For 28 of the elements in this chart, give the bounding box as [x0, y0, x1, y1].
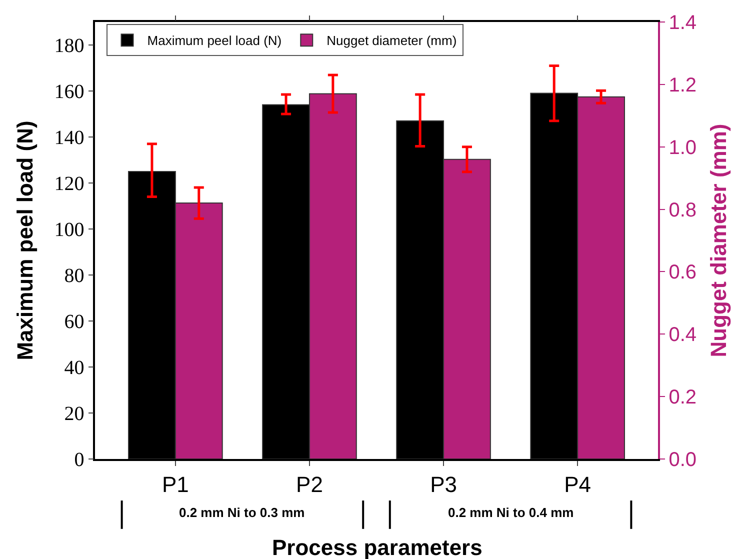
- y-tick-label: 0: [74, 449, 84, 471]
- y2-tick-label: 0.4: [668, 324, 697, 346]
- text: 0.2 mm Ni to 0.4 mm: [448, 505, 574, 520]
- y2-tick-label: 1.4: [668, 12, 697, 34]
- y2-tick-label: 0.8: [668, 199, 697, 222]
- y2-axis-title: Nugget diameter (mm): [706, 124, 731, 358]
- y-tick-label: 20: [64, 403, 84, 425]
- legend-label: Maximum peel load (N): [147, 33, 282, 48]
- y2-tick-label: 1.0: [668, 136, 697, 159]
- y2-tick-label: 0.6: [668, 262, 697, 284]
- legend-label: Nugget diameter (mm): [326, 33, 457, 48]
- y2-tick-label: 1.2: [668, 74, 697, 96]
- y-tick-label: 60: [64, 311, 84, 333]
- y-axis-title: Maximum peel load (N): [12, 120, 38, 360]
- y2-tick-label: 0.2: [668, 386, 697, 409]
- text: 0.2 mm Ni to 0.3 mm: [179, 505, 305, 520]
- y-tick-label: 40: [64, 357, 84, 379]
- y-tick-label: 140: [54, 127, 84, 149]
- x-tick-label: P4: [564, 472, 592, 498]
- x-tick-label: P2: [296, 472, 323, 498]
- y-tick-label: 100: [54, 219, 84, 241]
- y2-tick-label: 0.0: [668, 449, 697, 471]
- y-tick-label: 160: [54, 81, 84, 103]
- x-tick-label: P3: [430, 472, 457, 498]
- y-tick-label: 180: [54, 35, 84, 57]
- y-tick-label: 80: [64, 265, 84, 287]
- y-tick-label: 120: [54, 173, 84, 195]
- x-tick-label: P1: [162, 472, 189, 498]
